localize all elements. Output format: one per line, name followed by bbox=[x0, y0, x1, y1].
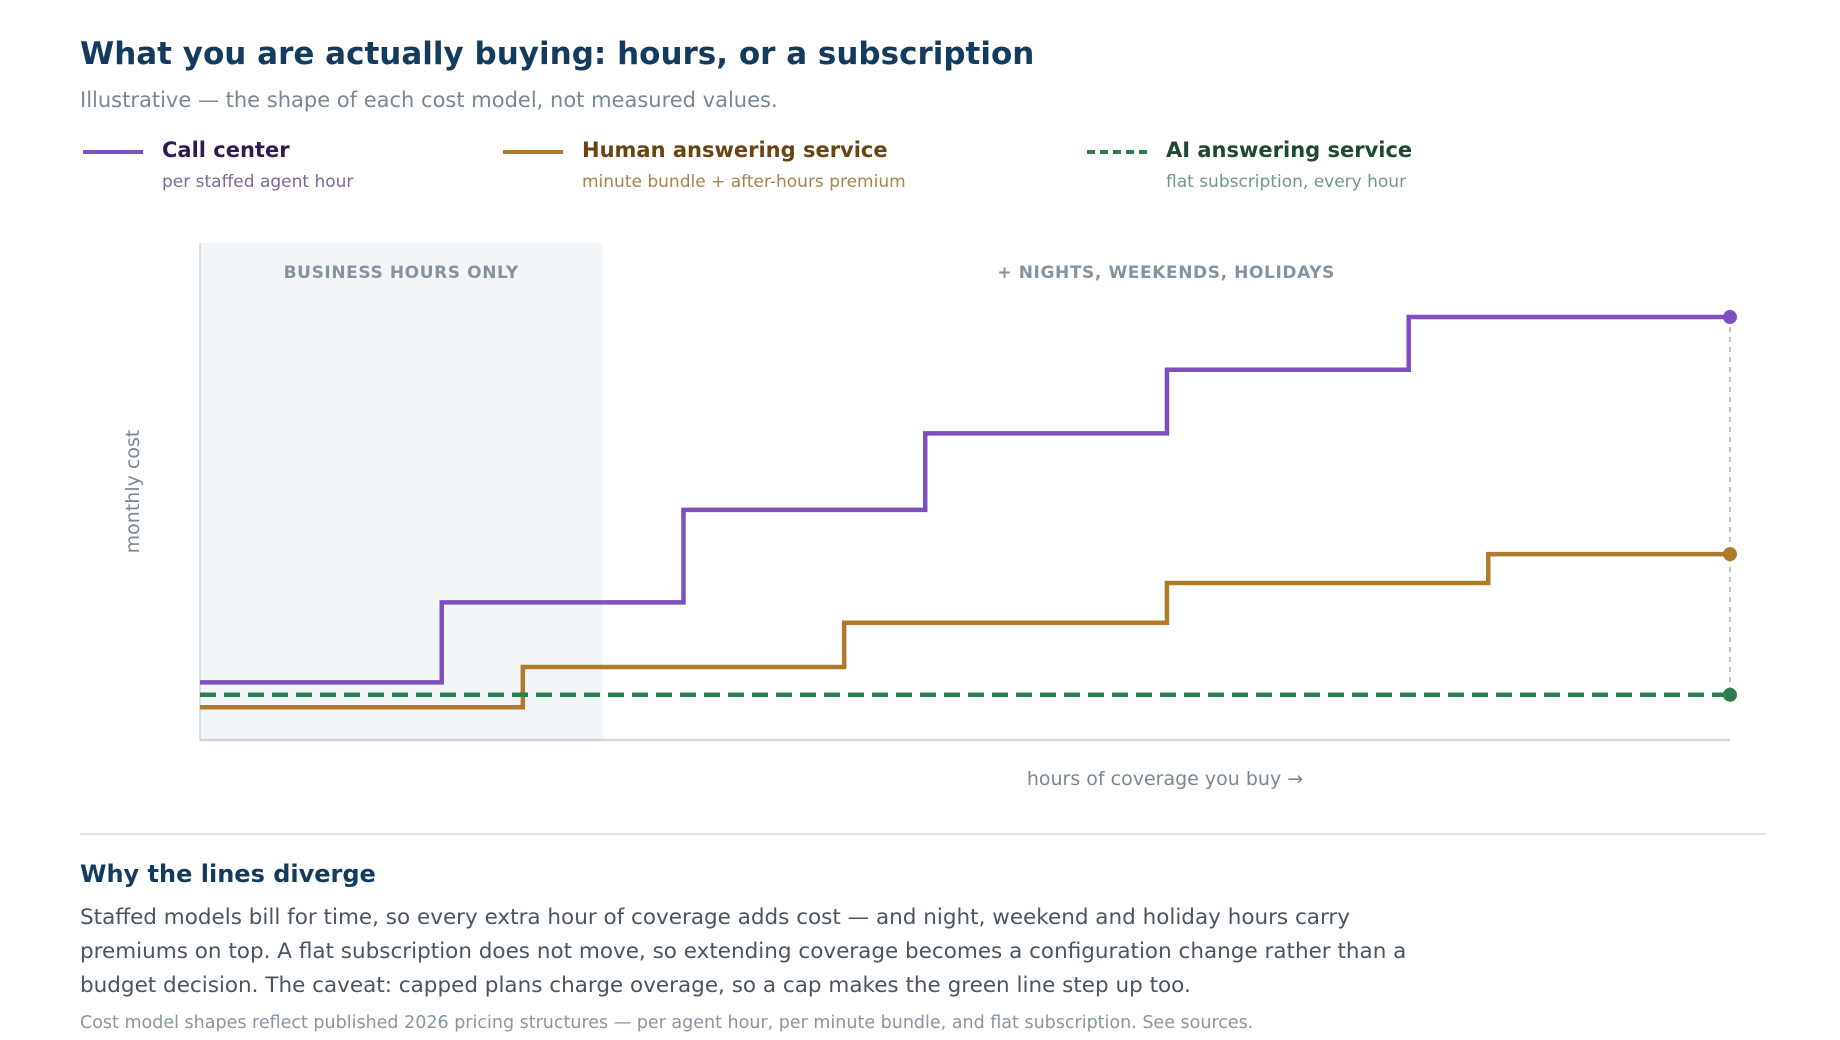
section-divider bbox=[80, 833, 1766, 835]
y-axis-label: monthly cost bbox=[122, 430, 144, 554]
legend-desc-call-center: per staffed agent hour bbox=[162, 172, 354, 192]
legend-label-call-center: Call center bbox=[162, 138, 290, 162]
explainer-title: Why the lines diverge bbox=[80, 860, 376, 888]
region-label-nights-weekends-holidays: + NIGHTS, WEEKENDS, HOLIDAYS bbox=[997, 263, 1335, 283]
series-line-call-center bbox=[200, 314, 1730, 685]
legend-swatch-ai-answering bbox=[1087, 150, 1147, 154]
endpoint-marker-human-answering-service bbox=[1723, 547, 1737, 562]
legend-desc-ai-answering: flat subscription, every hour bbox=[1166, 172, 1407, 192]
legend-swatch-call-center bbox=[83, 150, 143, 154]
legend-label-ai-answering: AI answering service bbox=[1166, 138, 1413, 162]
page-title: What you are actually buying: hours, or … bbox=[80, 36, 1035, 72]
region-label-business-hours-only: BUSINESS HOURS ONLY bbox=[284, 263, 519, 283]
x-axis-label: hours of coverage you buy → bbox=[1027, 768, 1303, 790]
region-business-hours-only bbox=[200, 243, 603, 740]
explainer-body: Staffed models bill for time, so every e… bbox=[80, 905, 1407, 998]
legend-desc-human-answering: minute bundle + after-hours premium bbox=[582, 172, 906, 192]
endpoint-marker-ai-answering-service bbox=[1723, 687, 1737, 702]
legend-swatch-human-answering bbox=[503, 150, 563, 154]
page-subtitle: Illustrative — the shape of each cost mo… bbox=[80, 88, 778, 112]
legend-label-human-answering: Human answering service bbox=[582, 138, 888, 162]
endpoint-marker-call-center bbox=[1723, 310, 1737, 325]
source-note: Cost model shapes reflect published 2026… bbox=[80, 1013, 1254, 1033]
series-line-human-answering-service bbox=[200, 551, 1730, 710]
cost-step-chart: BUSINESS HOURS ONLY + NIGHTS, WEEKENDS, H… bbox=[122, 243, 1737, 790]
